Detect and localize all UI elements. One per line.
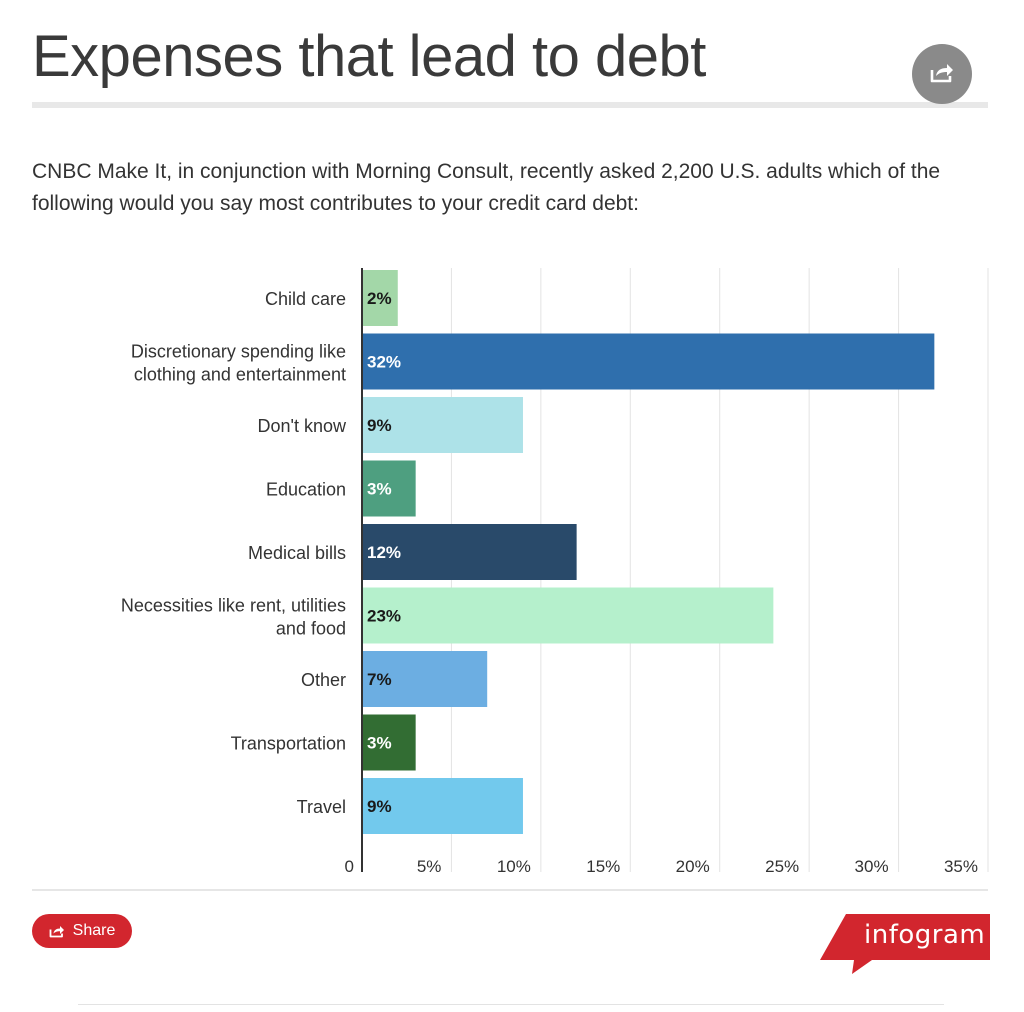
category-label: Travel bbox=[297, 797, 346, 817]
category-label: Other bbox=[301, 670, 346, 690]
chart-description: CNBC Make It, in conjunction with Mornin… bbox=[32, 160, 941, 215]
x-tick-label: 15% bbox=[586, 857, 620, 876]
data-label: 12% bbox=[367, 543, 401, 562]
category-label: Medical bills bbox=[248, 543, 346, 563]
bar[interactable] bbox=[362, 270, 398, 326]
x-tick-label: 30% bbox=[855, 857, 889, 876]
bar-chart: 2% 32% 9% 3% 12% 23% 7% 3% 9% Child care Discreti… bbox=[121, 268, 989, 876]
share-arrow-icon bbox=[929, 61, 955, 88]
infogram-logo[interactable] bbox=[820, 914, 990, 978]
bar[interactable] bbox=[362, 460, 416, 517]
footer-divider bbox=[78, 1004, 944, 1005]
data-label: 9% bbox=[367, 416, 392, 435]
bars: 2% 32% 9% 3% 12% 23% 7% 3% 9% bbox=[362, 270, 935, 834]
data-label: 3% bbox=[367, 734, 392, 753]
x-axis-ticks: 0 5% 10% 15% 20% 25% 30% 35% bbox=[345, 857, 978, 876]
category-label: Discretionary spending like clothing and … bbox=[131, 342, 346, 385]
share-button-label: Share bbox=[72, 922, 116, 939]
bar[interactable] bbox=[362, 524, 577, 580]
x-tick-label: 0 bbox=[345, 857, 354, 876]
category-labels: Child care Discretionary spending like clo… bbox=[121, 289, 347, 817]
page-title: Expenses that lead to debt bbox=[32, 24, 706, 89]
category-label: Education bbox=[266, 480, 346, 500]
data-label: 7% bbox=[367, 670, 392, 689]
bar[interactable] bbox=[362, 778, 523, 834]
data-label: 23% bbox=[367, 607, 401, 626]
x-tick-label: 5% bbox=[417, 857, 442, 876]
share-button[interactable] bbox=[912, 44, 972, 104]
category-label: Child care bbox=[265, 289, 346, 309]
footer-share-button[interactable]: Share bbox=[32, 914, 132, 948]
category-label: Transportation bbox=[231, 734, 346, 754]
x-tick-label: 20% bbox=[676, 857, 710, 876]
bar[interactable] bbox=[362, 651, 488, 707]
bar[interactable] bbox=[362, 397, 523, 453]
category-label: Necessities like rent, utilities and food bbox=[121, 596, 346, 639]
bar[interactable] bbox=[362, 587, 774, 644]
bar[interactable] bbox=[362, 714, 416, 771]
bar[interactable] bbox=[362, 333, 935, 390]
data-label: 2% bbox=[367, 289, 392, 308]
x-tick-label: 10% bbox=[497, 857, 531, 876]
category-label: Don't know bbox=[258, 416, 347, 436]
data-label: 9% bbox=[367, 797, 392, 816]
share-arrow-icon bbox=[49, 924, 65, 938]
x-tick-label: 25% bbox=[765, 857, 799, 876]
x-tick-label: 35% bbox=[944, 857, 978, 876]
chart-bottom-divider bbox=[32, 889, 988, 891]
brand-wordmark: infogram bbox=[864, 920, 986, 950]
title-divider bbox=[32, 102, 988, 108]
data-label: 3% bbox=[367, 480, 392, 499]
data-label: 32% bbox=[367, 353, 401, 372]
